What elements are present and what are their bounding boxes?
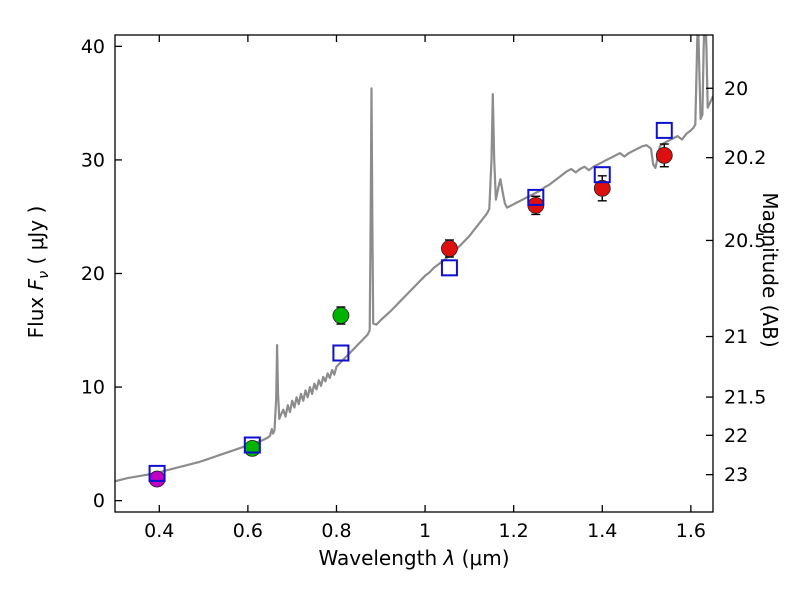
svg-text:40: 40 bbox=[81, 36, 105, 58]
x-axis-label: Wavelength λ (μm) bbox=[318, 546, 510, 570]
svg-text:20: 20 bbox=[724, 78, 748, 100]
observed-photometry-points bbox=[148, 146, 673, 488]
model-photometry-squares bbox=[148, 121, 673, 482]
svg-text:22: 22 bbox=[724, 425, 748, 447]
svg-text:0: 0 bbox=[93, 490, 105, 512]
svg-text:1: 1 bbox=[419, 520, 431, 542]
svg-text:0.8: 0.8 bbox=[321, 520, 351, 542]
svg-text:0.6: 0.6 bbox=[233, 520, 263, 542]
observed-point bbox=[593, 179, 611, 197]
svg-text:1.4: 1.4 bbox=[587, 520, 617, 542]
model-point bbox=[527, 188, 545, 206]
svg-text:20.2: 20.2 bbox=[724, 147, 766, 169]
svg-text:20.5: 20.5 bbox=[724, 230, 766, 252]
model-point bbox=[243, 436, 261, 454]
observed-point bbox=[332, 307, 350, 324]
photometry-error-bars bbox=[152, 143, 669, 483]
svg-text:21.5: 21.5 bbox=[724, 387, 766, 409]
axis-ticks bbox=[115, 35, 713, 512]
svg-text:20: 20 bbox=[81, 263, 105, 285]
observed-point bbox=[243, 439, 261, 457]
model-point bbox=[148, 464, 166, 482]
x-axis-label-text: Wavelength bbox=[318, 546, 444, 570]
model-point bbox=[593, 166, 611, 184]
observed-point bbox=[148, 470, 166, 488]
plot-frame bbox=[114, 34, 714, 513]
y-axis-label-left: Flux Fν ( μJy ) bbox=[24, 205, 52, 339]
observed-point bbox=[441, 240, 458, 257]
model-point bbox=[332, 344, 350, 362]
svg-text:30: 30 bbox=[81, 149, 105, 171]
y-tick-labels: 0 10 20 30 40 bbox=[81, 36, 105, 512]
svg-text:1.6: 1.6 bbox=[676, 520, 706, 542]
observed-point bbox=[655, 146, 673, 164]
model-spectrum-line bbox=[115, 35, 713, 483]
svg-text:21: 21 bbox=[724, 326, 748, 348]
model-point bbox=[655, 121, 673, 139]
y-axis-label-right: Magnitude (AB) bbox=[758, 192, 782, 348]
svg-text:1.2: 1.2 bbox=[499, 520, 529, 542]
svg-text:0.4: 0.4 bbox=[144, 520, 174, 542]
svg-text:23: 23 bbox=[724, 464, 748, 486]
model-point bbox=[440, 259, 458, 277]
svg-text:10: 10 bbox=[81, 377, 105, 399]
magnitude-tick-labels: 20 20.2 20.5 21 21.5 22 23 bbox=[724, 78, 766, 486]
x-tick-labels: 0.4 0.6 0.8 1 1.2 1.4 1.6 bbox=[144, 520, 706, 542]
